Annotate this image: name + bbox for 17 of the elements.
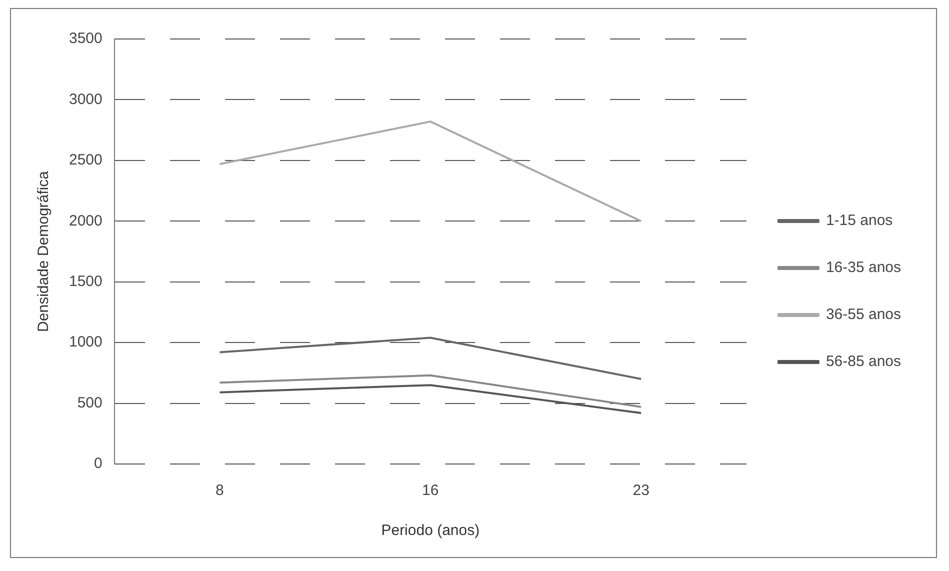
y-tick-label: 0 (94, 455, 102, 472)
x-tick-label: 16 (422, 482, 439, 500)
y-tick-label: 2500 (68, 152, 102, 169)
legend-label: 16-35 anos (826, 259, 902, 276)
legend-label: 36-55 anos (826, 306, 902, 324)
y-tick-label: 500 (77, 394, 102, 412)
y-axis-title: Densidade Demográfica (35, 170, 52, 332)
y-tick-label: 1000 (68, 334, 102, 351)
y-tick-label: 2000 (68, 212, 102, 230)
y-tick-label: 3500 (68, 30, 102, 48)
legend-label: 56-85 anos (826, 353, 902, 370)
y-tick-label: 3000 (68, 90, 102, 108)
y-tick-label: 1500 (68, 273, 102, 290)
x-tick-label: 8 (216, 482, 224, 500)
legend-label: 1-15 anos (826, 212, 893, 230)
x-tick-label: 23 (632, 482, 650, 500)
x-axis-title: Periodo (anos) (381, 522, 480, 540)
